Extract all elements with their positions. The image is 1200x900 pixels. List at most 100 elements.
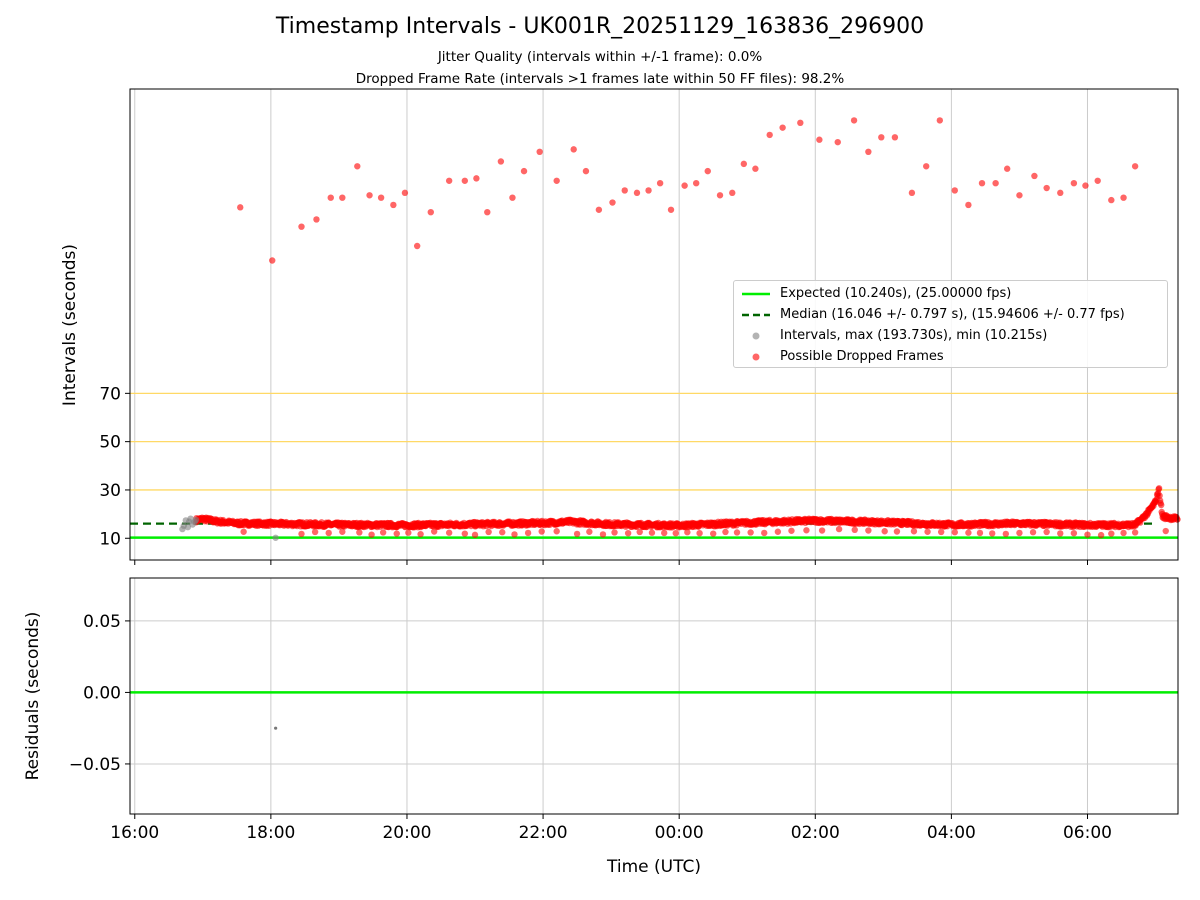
dropped-frame-point xyxy=(325,529,332,537)
dropped-frame-point xyxy=(816,136,823,143)
x-tick-label: 06:00 xyxy=(1063,823,1112,843)
dropped-frame-point xyxy=(661,529,668,537)
dropped-frame-point xyxy=(710,530,717,537)
residuals-y-axis-label: Residuals (seconds) xyxy=(23,612,43,781)
residuals-panel: 0.05 0.00 −0.05 16:00 18:00 20:00 22:00 00:00 02… xyxy=(69,577,1179,843)
y-tick-label: 50 xyxy=(99,433,121,453)
x-tick-label: 02:00 xyxy=(791,823,840,843)
dropped-frame-point xyxy=(865,527,872,534)
dropped-frame-point xyxy=(1158,501,1165,509)
dropped-frame-point xyxy=(405,529,412,536)
dropped-frame-point xyxy=(413,242,421,250)
dropped-frame-point xyxy=(1120,529,1127,537)
dropped-frame-point xyxy=(611,529,618,536)
dropped-frame-point xyxy=(1070,529,1078,537)
dropped-frame-point xyxy=(327,194,334,201)
dropped-frame-point xyxy=(511,531,518,538)
dropped-frame-point xyxy=(881,528,888,535)
dropped-frame-point xyxy=(1155,485,1163,492)
dropped-frame-point xyxy=(538,528,545,535)
dropped-frame-point xyxy=(461,530,469,537)
chart-title: Timestamp Intervals - UK001R_20251129_16… xyxy=(275,14,925,39)
dropped-frame-point xyxy=(599,531,607,538)
dropped-frame-point xyxy=(818,527,826,534)
dropped-frame-point xyxy=(729,189,736,197)
x-tick-label: 04:00 xyxy=(927,823,976,843)
dropped-frame-point xyxy=(1003,165,1011,172)
dropped-frame-point xyxy=(401,189,409,197)
dropped-frame-point xyxy=(733,529,741,536)
dropped-frame-point xyxy=(368,531,375,538)
dropped-frame-point xyxy=(509,194,516,201)
dropped-frame-point xyxy=(484,208,491,216)
legend-label-intervals: Intervals, max (193.730s), min (10.215s) xyxy=(780,328,1048,343)
y-tick-label: 0.05 xyxy=(83,612,121,632)
dropped-frame-point xyxy=(648,529,656,536)
dropped-frame-rate-subtitle: Dropped Frame Rate (intervals >1 frames … xyxy=(355,71,845,87)
dropped-frame-point xyxy=(976,529,984,537)
dropped-frame-point xyxy=(269,257,276,264)
dropped-frame-point xyxy=(923,163,930,170)
dropped-frame-point xyxy=(393,530,400,537)
legend-entry-intervals: Intervals, max (193.730s), min (10.215s) xyxy=(734,326,1167,346)
dropped-frame-point xyxy=(1120,194,1127,201)
dropped-frame-point xyxy=(609,199,616,206)
dropped-frame-point xyxy=(908,189,916,197)
chart-legend: Expected (10.240s), (25.00000 fps) Media… xyxy=(733,280,1168,368)
y-tick-label: −0.05 xyxy=(69,755,121,775)
dropped-frame-point xyxy=(722,528,729,536)
dropped-frame-point xyxy=(716,192,724,199)
dropped-frame-point xyxy=(1031,172,1038,180)
dropped-frame-point xyxy=(951,187,958,194)
x-tick-label: 00:00 xyxy=(655,823,704,843)
dropped-frame-point xyxy=(878,134,885,141)
dropped-frame-point xyxy=(865,148,872,155)
intervals-panel: 10 30 50 70 xyxy=(99,88,1181,565)
dropped-frame-point xyxy=(237,204,244,211)
dropped-frame-point xyxy=(499,529,506,536)
dropped-frame-point xyxy=(1108,530,1115,537)
y-tick-label: 0.00 xyxy=(83,683,121,703)
dropped-frame-point xyxy=(636,528,643,536)
dropped-frame-point xyxy=(536,148,543,155)
dropped-frame-point xyxy=(339,528,346,535)
dropped-frame-point xyxy=(989,530,996,537)
dropped-frame-point xyxy=(978,180,986,187)
dropped-frame-point xyxy=(430,528,438,535)
dropped-frame-point xyxy=(586,528,593,535)
dropped-frame-point xyxy=(1002,530,1010,538)
dropped-frame-point xyxy=(1082,182,1089,189)
x-tick-label: 16:00 xyxy=(110,823,159,843)
dropped-frame-point xyxy=(1084,531,1091,538)
dropped-frame-point xyxy=(1043,528,1050,536)
legend-label-dropped: Possible Dropped Frames xyxy=(780,349,944,364)
dropped-frame-point xyxy=(1016,529,1023,537)
dropped-frame-point xyxy=(951,529,958,536)
interval-point xyxy=(184,523,192,531)
dropped-frame-point xyxy=(298,223,305,230)
dropped-frame-point xyxy=(893,528,901,535)
x-tick-label: 22:00 xyxy=(519,823,568,843)
dropped-frame-point xyxy=(1097,531,1105,539)
dropped-frame-point xyxy=(485,528,492,536)
dropped-frame-point xyxy=(681,182,688,189)
dropped-frame-point xyxy=(582,167,590,175)
jitter-quality-subtitle: Jitter Quality (intervals within +/-1 fr… xyxy=(437,49,763,65)
dropped-frame-point xyxy=(461,177,469,184)
dropped-frame-point xyxy=(553,528,560,535)
dropped-frame-point xyxy=(497,158,505,165)
dropped-frame-point xyxy=(965,529,972,536)
dropped-frame-point xyxy=(366,192,373,199)
dropped-frame-point xyxy=(779,124,786,131)
dropped-frame-point xyxy=(667,206,675,213)
dropped-frame-point xyxy=(573,530,581,538)
dropped-frame-point xyxy=(621,187,628,194)
dropped-frame-point xyxy=(788,527,795,534)
dropped-frame-point xyxy=(1156,492,1163,499)
dropped-frame-point xyxy=(834,138,841,146)
dropped-frame-point xyxy=(797,119,804,127)
dropped-frame-point xyxy=(390,201,397,209)
interval-point xyxy=(272,534,279,541)
interval-point xyxy=(192,516,200,524)
dropped-frame-point xyxy=(937,528,945,536)
